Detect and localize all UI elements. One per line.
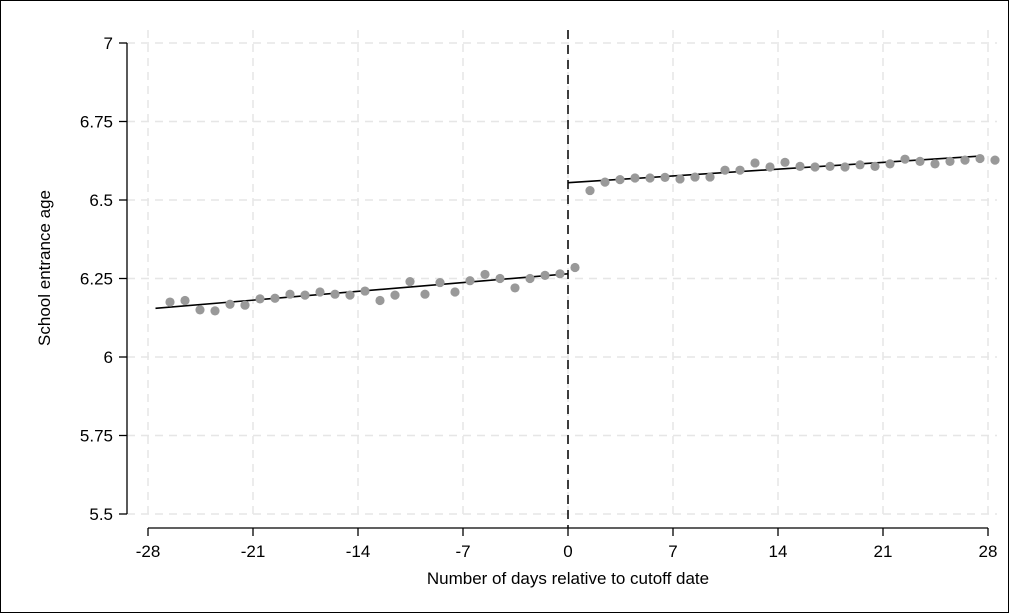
data-point: [375, 295, 385, 306]
data-point: [660, 172, 670, 182]
x-tick-label: 28: [979, 542, 998, 561]
data-point: [885, 159, 895, 169]
data-point: [705, 172, 715, 182]
y-tick-label: 6: [104, 348, 113, 367]
data-point: [645, 173, 655, 183]
y-axis-title: School entrance age: [35, 190, 54, 346]
y-tick-label: 6.25: [80, 270, 113, 289]
data-point: [690, 172, 700, 182]
data-point: [750, 158, 760, 168]
data-point: [420, 289, 430, 299]
data-point: [960, 155, 970, 165]
data-point: [330, 289, 340, 299]
x-tick-label: -28: [136, 542, 161, 561]
data-point: [510, 283, 520, 293]
axes: [119, 42, 989, 536]
data-point: [345, 290, 355, 300]
data-point: [855, 160, 865, 170]
x-tick-label: -21: [241, 542, 266, 561]
y-tick-label: 6.75: [80, 113, 113, 132]
data-point: [840, 162, 850, 172]
data-point: [795, 161, 805, 172]
data-point: [735, 165, 745, 175]
data-point: [255, 294, 265, 304]
data-point: [615, 174, 625, 185]
data-point: [495, 273, 505, 284]
data-point: [540, 270, 550, 280]
data-point: [915, 156, 925, 166]
data-point: [675, 174, 685, 184]
data-point: [165, 297, 175, 307]
x-tick-label: 14: [769, 542, 788, 561]
x-tick-label: -7: [455, 542, 470, 561]
x-axis-title: Number of days relative to cutoff date: [427, 569, 709, 588]
data-point: [180, 295, 190, 306]
data-point: [450, 287, 460, 297]
data-point: [300, 290, 310, 300]
x-tick-label: 7: [668, 542, 677, 561]
data-point: [975, 153, 985, 164]
data-point: [240, 300, 250, 310]
data-point: [435, 277, 445, 288]
data-points: [165, 153, 1000, 316]
data-point: [315, 287, 325, 297]
data-point: [195, 305, 205, 315]
y-tick-label: 7: [104, 34, 113, 53]
data-point: [990, 155, 1000, 165]
data-point: [525, 273, 535, 284]
data-point: [285, 289, 295, 299]
x-tick-label: -14: [346, 542, 371, 561]
data-point: [585, 185, 595, 196]
data-point: [225, 299, 235, 309]
data-point: [780, 157, 790, 167]
data-point: [360, 286, 370, 296]
x-tick-label: 0: [563, 542, 572, 561]
tick-labels: 5.5 5.75 6 6.25 6.5 6.75 7 -28 -21 -14 -7 0 7 14 21 28: [80, 34, 998, 561]
data-point: [765, 162, 775, 172]
data-point: [870, 161, 880, 172]
data-point: [480, 269, 490, 280]
data-point: [930, 159, 940, 169]
data-point: [810, 162, 820, 172]
y-tick-label: 6.5: [89, 191, 113, 210]
data-point: [600, 177, 610, 187]
data-point: [405, 277, 415, 287]
data-point: [900, 154, 910, 164]
data-point: [630, 173, 640, 183]
y-tick-label: 5.5: [89, 505, 113, 524]
data-point: [825, 161, 835, 172]
data-point: [720, 165, 730, 175]
data-point: [465, 276, 475, 286]
data-point: [210, 306, 220, 316]
x-tick-label: 21: [874, 542, 893, 561]
data-point: [945, 156, 955, 166]
data-point: [390, 290, 400, 300]
data-point: [555, 269, 565, 279]
data-point: [570, 262, 580, 273]
y-tick-label: 5.75: [80, 427, 113, 446]
data-point: [270, 293, 280, 303]
grid-lines: [127, 30, 997, 516]
